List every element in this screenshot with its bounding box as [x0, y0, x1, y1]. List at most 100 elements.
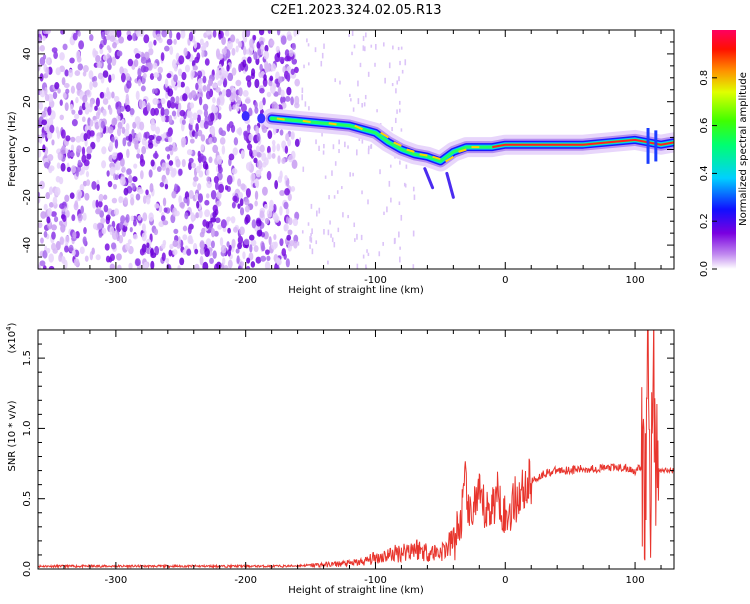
- spectrogram-noise-cell: [107, 180, 113, 188]
- spectrogram-noise-cell: [69, 103, 74, 112]
- spectrogram-noise-cell: [49, 124, 55, 134]
- spectrogram-noise-cell: [40, 237, 44, 244]
- spectrogram-noise-cell: [278, 56, 285, 63]
- spectrogram-noise-cell: [125, 213, 130, 223]
- spectrogram-noise-cell: [187, 225, 192, 235]
- spectrogram-noise-cell: [72, 231, 77, 239]
- spectrogram-noise-cell: [227, 227, 231, 234]
- spectrogram-noise-cell: [281, 140, 287, 149]
- spectrogram-noise-cell: [83, 238, 87, 246]
- spectrogram-noise-cell: [53, 51, 58, 60]
- spectrogram-noise-cell: [284, 55, 290, 62]
- spectrogram-noise-cell: [39, 56, 46, 66]
- spectrogram-noise-cell: [44, 94, 50, 102]
- spectrogram-noise-cell: [244, 198, 250, 206]
- spectrogram-noise-cell: [399, 160, 401, 165]
- spectrogram-noise-cell: [253, 157, 258, 164]
- spectrogram-noise-cell: [170, 101, 176, 109]
- spectrogram-noise-cell: [197, 129, 203, 137]
- spectrogram-noise-cell: [119, 176, 126, 186]
- spectrogram-x-tick-label: -100: [364, 275, 387, 286]
- spectrogram-noise-cell: [164, 115, 170, 123]
- spectrogram-noise-cell: [397, 46, 400, 51]
- spectrogram-noise-cell: [259, 210, 265, 219]
- spectrogram-noise-cell: [270, 63, 277, 72]
- spectrogram-noise-cell: [197, 78, 203, 86]
- spectrogram-noise-cell: [54, 186, 61, 196]
- spectrogram-noise-cell: [150, 122, 157, 132]
- spectrogram-noise-cell: [108, 107, 113, 115]
- spectrogram-noise-cell: [40, 211, 47, 219]
- spectrogram-noise-cell: [38, 134, 43, 144]
- spectrogram-noise-cell: [73, 202, 79, 211]
- spectrogram-noise-cell: [202, 261, 209, 269]
- spectrogram-noise-cell: [399, 256, 401, 263]
- spectrogram-noise-cell: [284, 49, 290, 58]
- spectrogram-noise-cell: [154, 88, 158, 94]
- spectrogram-noise-cell: [210, 189, 217, 200]
- spectrogram-noise-cell: [237, 178, 242, 187]
- spectrogram-noise-cell: [265, 63, 271, 73]
- spectrogram-noise-cell: [245, 214, 251, 224]
- spectrogram-noise-cell: [157, 103, 163, 109]
- spectrogram-noise-cell: [287, 193, 292, 202]
- spectrogram-noise-cell: [153, 39, 157, 46]
- colorbar-tick-label: 0.6: [699, 118, 710, 134]
- spectrogram-noise-cell: [220, 244, 227, 254]
- spectrogram-noise-cell: [309, 236, 311, 242]
- spectrogram-noise-cell: [195, 82, 199, 91]
- spectrogram-noise-cell: [361, 139, 364, 144]
- spectrogram-noise-cell: [77, 213, 83, 222]
- spectrogram-noise-cell: [190, 90, 197, 99]
- spectrogram-noise-cell: [176, 32, 181, 41]
- spectrogram-noise-cell: [353, 44, 356, 49]
- spectrogram-noise-cell: [231, 47, 236, 56]
- spectrogram-noise-cell: [289, 240, 295, 247]
- spectrogram-noise-cell: [135, 90, 140, 101]
- spectrogram-noise-cell: [162, 197, 167, 207]
- spectrogram-noise-cell: [75, 168, 79, 177]
- colorbar-label: Normalized spectral amplitude: [738, 72, 749, 226]
- spectrogram-noise-cell: [271, 153, 276, 159]
- colorbar: 0.0 0.2 0.4 0.6 0.8 Normalized spectral ampl…: [699, 30, 749, 277]
- spectrogram-noise-cell: [238, 191, 244, 200]
- spectrogram-noise-cell: [82, 71, 87, 77]
- spectrogram-noise-cell: [140, 170, 144, 180]
- spectrogram-noise-cell: [273, 241, 278, 249]
- spectrogram-noise-cell: [46, 247, 51, 254]
- spectrogram-noise-cell: [197, 183, 202, 191]
- spectrogram-noise-cell: [129, 108, 135, 116]
- spectrogram-noise-cell: [266, 208, 273, 218]
- spectrogram-noise-cell: [148, 134, 155, 141]
- spectrogram-noise-cell: [83, 227, 87, 235]
- spectrogram-noise-cell: [51, 139, 55, 146]
- spectrogram-noise-cell: [148, 169, 153, 178]
- spectrogram-noise-cell: [120, 72, 126, 83]
- spectrogram-noise-cell: [71, 214, 76, 222]
- spectrogram-noise-cell: [257, 160, 263, 170]
- spectrogram-noise-cell: [217, 112, 222, 120]
- spectrogram-noise-cell: [188, 157, 194, 164]
- spectrogram-noise-cell: [172, 240, 179, 248]
- spectrogram-noise-cell: [78, 40, 85, 50]
- spectrogram-noise-cell: [188, 31, 194, 42]
- spectrogram-noise-cell: [42, 144, 46, 153]
- spectrogram-noise-cell: [266, 170, 272, 181]
- spectrogram-noise-cell: [111, 136, 115, 143]
- snr-y-tick-label: 0.5: [22, 491, 33, 507]
- spectrogram-noise-cell: [405, 164, 408, 169]
- spectrogram-noise-cell: [293, 240, 298, 249]
- spectrogram-noise-cell: [193, 176, 199, 182]
- spectrogram-noise-cell: [79, 184, 85, 192]
- spectrogram-noise-cell: [71, 250, 76, 256]
- spectrogram-noise-cell: [212, 136, 217, 144]
- spectrogram-noise-cell: [259, 63, 263, 72]
- spectrogram-noise-cell: [353, 222, 356, 228]
- spectrogram-noise-cell: [290, 96, 294, 106]
- spectrogram-noise-cell: [223, 77, 228, 88]
- spectrogram-noise-cell: [226, 241, 230, 248]
- spectrogram-noise-cell: [125, 242, 131, 251]
- spectrogram-noise-cell: [264, 203, 268, 210]
- spectrogram-noise-cell: [264, 44, 269, 53]
- spectrogram-noise-cell: [142, 72, 147, 79]
